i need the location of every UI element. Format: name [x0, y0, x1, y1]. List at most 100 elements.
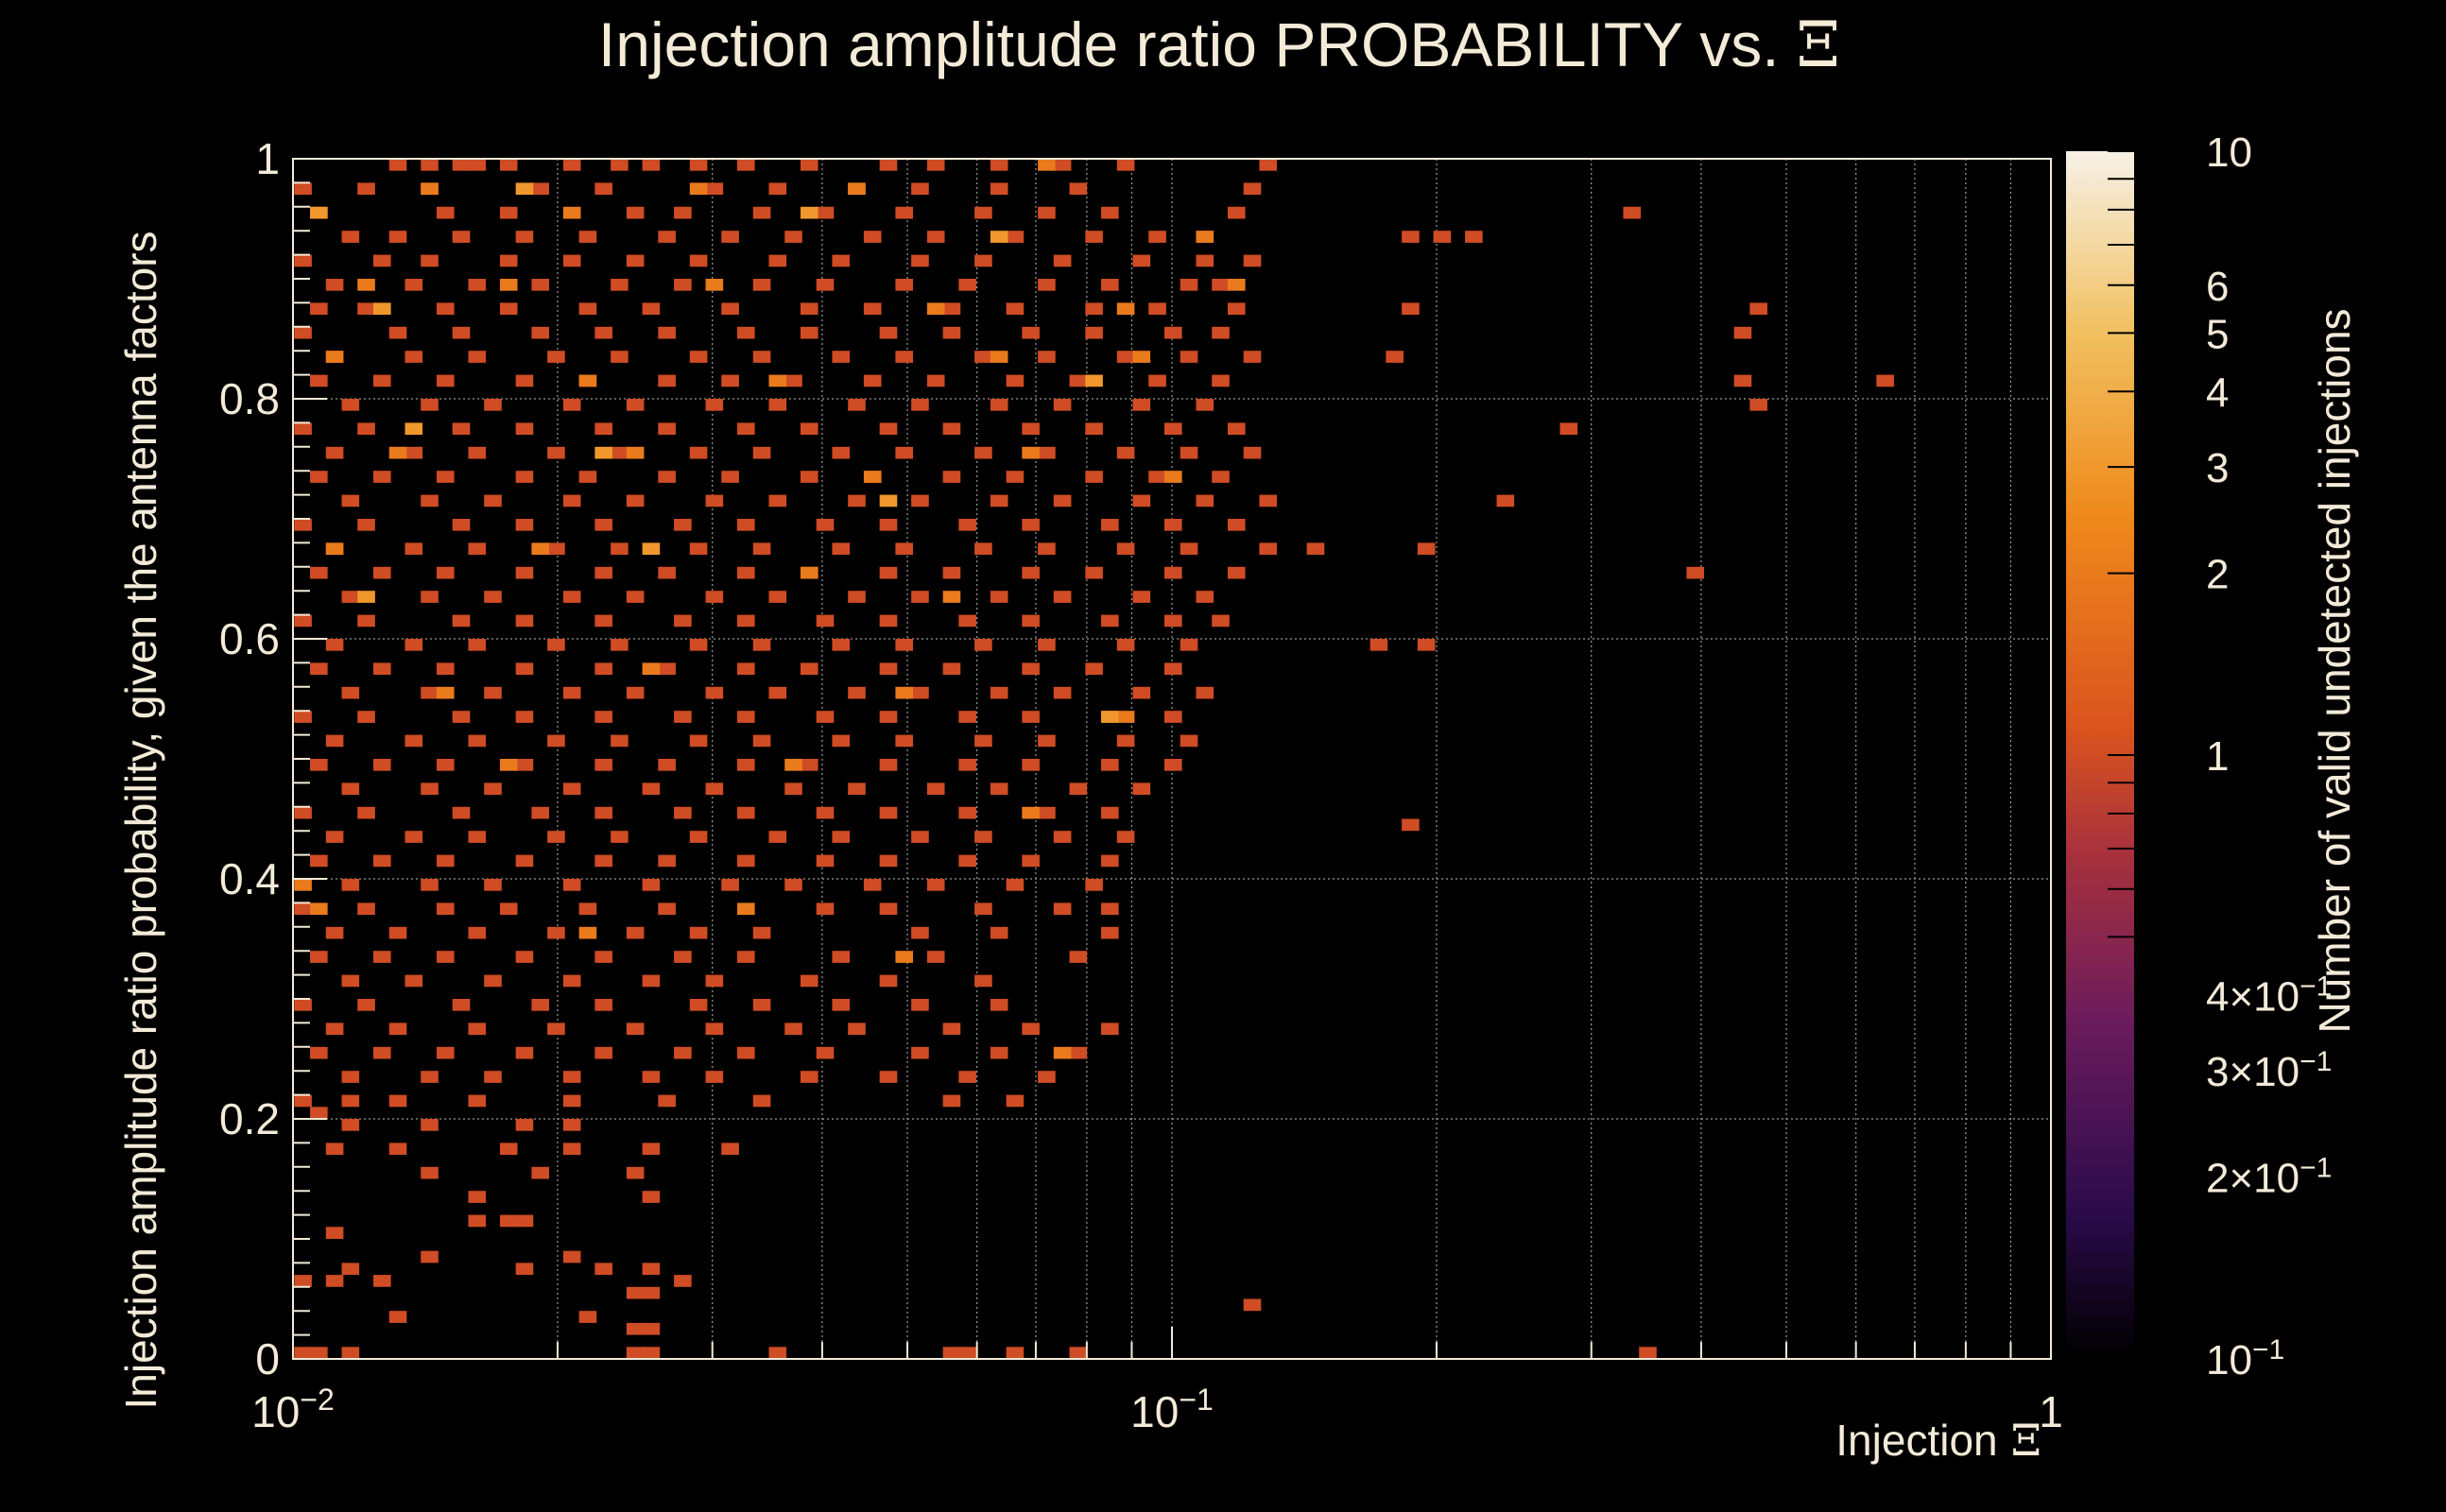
heatmap-cell: [531, 806, 550, 819]
heatmap-cell: [373, 302, 391, 316]
heatmap-cell: [388, 1311, 407, 1323]
heatmap-cell: [436, 374, 455, 387]
heatmap-cell: [800, 1071, 818, 1083]
heatmap-cell: [642, 879, 661, 891]
heatmap-cell: [958, 614, 976, 627]
heatmap-cell: [768, 399, 787, 411]
heatmap-cell: [1038, 542, 1056, 556]
heatmap-cell: [436, 566, 455, 579]
heatmap-cell: [879, 614, 898, 627]
heatmap-cell: [658, 662, 676, 676]
heatmap-cell: [721, 374, 739, 387]
x-tick-exponent: −1: [1179, 1383, 1213, 1417]
heatmap-cell: [1749, 399, 1767, 411]
heatmap-cell: [911, 182, 929, 196]
heatmap-cell: [294, 1094, 312, 1108]
heatmap-cell: [499, 1143, 518, 1156]
chart-title-symbol: Ξ: [1797, 9, 1840, 81]
heatmap-cell: [737, 854, 755, 868]
heatmap-cell: [515, 519, 534, 531]
heatmap-cell: [611, 639, 629, 651]
heatmap-cell: [1623, 206, 1642, 219]
heatmap-cell: [705, 399, 724, 411]
heatmap-cell: [547, 1022, 565, 1036]
colorbar-tick-mantissa: 3×10: [2206, 1049, 2300, 1095]
heatmap-cell: [436, 686, 455, 699]
heatmap-cell: [926, 231, 945, 243]
heatmap-cell: [594, 182, 612, 196]
heatmap-cell: [752, 351, 771, 363]
heatmap-cell: [421, 879, 439, 891]
heatmap-cell: [879, 326, 898, 339]
heatmap-cell: [1180, 542, 1198, 556]
heatmap-cell: [1069, 782, 1088, 796]
heatmap-cell: [357, 902, 375, 916]
heatmap-cell: [1022, 806, 1040, 819]
heatmap-cell: [468, 1022, 487, 1036]
heatmap-cell: [515, 614, 534, 627]
x-tick-base: 1: [2039, 1387, 2063, 1436]
heatmap-cell: [1053, 831, 1072, 843]
heatmap-cell: [484, 974, 502, 988]
heatmap-cell: [294, 902, 312, 916]
heatmap-cell: [1876, 374, 1894, 387]
heatmap-cell: [879, 662, 898, 676]
heatmap-cell: [515, 1119, 534, 1131]
heatmap-cell: [800, 326, 818, 339]
heatmap-cell: [705, 1071, 724, 1083]
heatmap-cell: [1132, 494, 1151, 507]
heatmap-cell: [594, 711, 612, 723]
heatmap-cell: [373, 854, 391, 868]
heatmap-cell: [310, 1046, 328, 1059]
heatmap-cell: [531, 326, 550, 339]
heatmap-cell: [879, 1071, 898, 1083]
heatmap-cell: [531, 542, 550, 556]
heatmap-cell: [1116, 639, 1135, 651]
heatmap-cell: [990, 231, 1008, 243]
heatmap-cell: [594, 951, 612, 963]
colorbar-tick-label: 5: [2206, 311, 2229, 357]
heatmap-cell: [405, 974, 423, 988]
heatmap-cell: [689, 734, 708, 747]
heatmap-cell: [436, 902, 455, 916]
heatmap-cell: [1022, 662, 1040, 676]
heatmap-cell: [1164, 662, 1182, 676]
heatmap-cell: [325, 734, 344, 747]
heatmap-cell: [594, 662, 612, 676]
heatmap-cell: [357, 614, 375, 627]
heatmap-cell: [436, 759, 455, 771]
heatmap-cell: [294, 1347, 312, 1359]
heatmap-cell: [547, 926, 565, 939]
heatmap-cell: [674, 206, 692, 219]
heatmap-cell: [310, 206, 328, 219]
heatmap-cell: [848, 1022, 866, 1036]
heatmap-cell: [310, 902, 328, 916]
heatmap-cell: [800, 422, 818, 436]
heatmap-cell: [357, 519, 375, 531]
heatmap-cell: [484, 1071, 502, 1083]
heatmap-cell: [310, 471, 328, 483]
heatmap-cell: [737, 806, 755, 819]
heatmap-cell: [911, 1046, 929, 1059]
heatmap-cell: [816, 206, 835, 219]
heatmap-cell: [562, 1094, 581, 1108]
heatmap-cell: [626, 591, 645, 603]
heatmap-cell: [499, 279, 518, 291]
heatmap-cell: [752, 206, 771, 219]
heatmap-cell: [895, 951, 914, 963]
heatmap-cell: [1022, 614, 1040, 627]
heatmap-cell: [1639, 1347, 1657, 1359]
heatmap-cell: [468, 542, 487, 556]
heatmap-cell: [1038, 206, 1056, 219]
heatmap-cell: [515, 422, 534, 436]
heatmap-cell: [325, 279, 344, 291]
heatmap-cell: [674, 951, 692, 963]
heatmap-cell: [626, 494, 645, 507]
heatmap-cell: [341, 231, 360, 243]
heatmap-cell: [816, 1046, 835, 1059]
heatmap-cell: [341, 494, 360, 507]
heatmap-cell: [895, 279, 914, 291]
heatmap-cell: [895, 351, 914, 363]
heatmap-cell: [1259, 494, 1278, 507]
heatmap-cell: [436, 662, 455, 676]
